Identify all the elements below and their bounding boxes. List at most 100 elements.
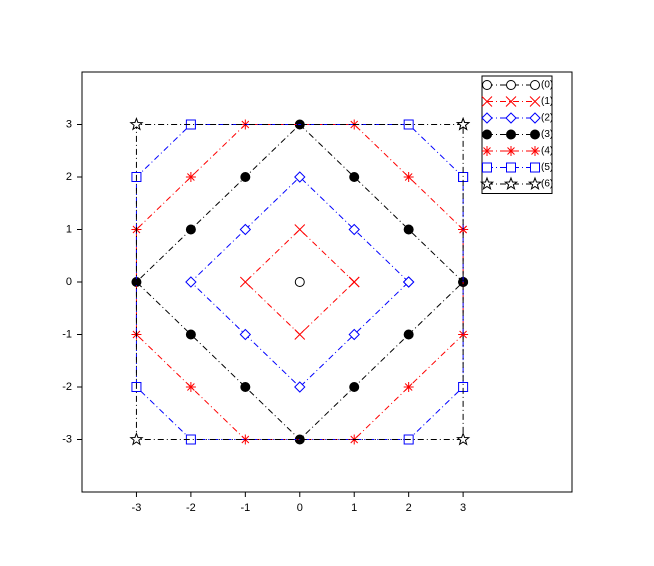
data-point-part xyxy=(240,172,251,182)
x-tick-label: 3 xyxy=(460,502,466,514)
x-tick-label: -2 xyxy=(186,502,196,514)
x-tick-label: -3 xyxy=(132,502,142,514)
legend-label: (6) xyxy=(541,179,553,190)
data-point-part xyxy=(456,432,471,446)
legend-marker xyxy=(530,80,540,90)
legend-marker xyxy=(503,176,519,191)
legend-marker xyxy=(482,146,492,156)
data-point xyxy=(185,224,196,235)
data-point xyxy=(185,382,196,392)
series-line xyxy=(135,124,464,440)
legend-marker-part xyxy=(529,112,541,124)
legend-marker-part xyxy=(530,80,540,90)
data-point-part xyxy=(294,224,306,235)
legend-marker-part xyxy=(506,129,516,140)
data-point xyxy=(403,382,414,392)
data-point xyxy=(294,381,306,393)
data-point xyxy=(348,223,360,236)
data-point-part xyxy=(348,223,360,236)
data-point xyxy=(458,329,469,340)
legend-marker-part xyxy=(527,176,543,191)
data-point xyxy=(349,172,360,182)
data-point xyxy=(403,329,414,340)
legend-marker xyxy=(530,129,540,140)
legend-marker-part xyxy=(482,162,492,173)
data-point-part xyxy=(239,223,252,236)
legend-label: (5) xyxy=(541,162,553,173)
data-point xyxy=(129,432,144,446)
legend-marker xyxy=(481,112,493,124)
legend-marker xyxy=(479,176,495,191)
data-point-part xyxy=(348,328,360,341)
legend-marker xyxy=(505,112,517,124)
legend-marker xyxy=(482,129,492,140)
data-point xyxy=(349,382,360,392)
legend-marker-part xyxy=(530,162,540,173)
legend-marker xyxy=(481,96,493,107)
y-tick-label: -3 xyxy=(62,433,72,445)
data-point-part xyxy=(403,382,414,392)
legend-marker xyxy=(506,162,516,173)
data-point xyxy=(348,328,360,341)
legend-marker-part xyxy=(506,80,516,90)
legend-marker-part xyxy=(481,96,493,107)
data-point xyxy=(456,432,471,446)
legend-marker xyxy=(505,96,517,107)
data-point-part xyxy=(403,224,414,235)
data-point-part xyxy=(240,382,251,392)
legend-marker-part xyxy=(482,129,492,140)
data-point xyxy=(348,276,360,288)
legend-marker xyxy=(529,112,541,124)
data-point xyxy=(294,277,305,287)
legend-marker xyxy=(482,80,492,90)
data-point-part xyxy=(402,276,415,288)
data-point xyxy=(239,223,252,236)
legend-label: (4) xyxy=(541,146,553,157)
data-point-part xyxy=(349,382,360,392)
data-point-part xyxy=(403,329,414,340)
data-point xyxy=(456,117,471,131)
legend-marker xyxy=(506,146,516,156)
legend-label: (3) xyxy=(541,129,553,140)
legend-label: (1) xyxy=(541,96,553,107)
legend-marker-part xyxy=(479,176,495,191)
x-tick-label: -1 xyxy=(240,502,250,514)
data-point-part xyxy=(349,172,360,182)
data-point xyxy=(403,224,414,235)
legend-marker xyxy=(529,96,541,107)
legend-label: (2) xyxy=(541,113,553,124)
data-point-part xyxy=(129,432,144,446)
y-tick-label: 0 xyxy=(66,276,72,288)
data-point xyxy=(239,328,252,341)
legend-marker-part xyxy=(482,80,492,90)
data-point-part xyxy=(239,328,252,341)
y-tick-label: -2 xyxy=(62,381,72,393)
legend-marker-part xyxy=(505,96,517,107)
legend-marker-part xyxy=(506,162,516,173)
data-point-part xyxy=(129,117,144,131)
data-point xyxy=(185,329,196,340)
data-point xyxy=(185,172,196,182)
x-tick-label: 0 xyxy=(297,502,303,514)
data-point-part xyxy=(185,329,196,340)
legend-marker xyxy=(506,129,516,140)
data-point xyxy=(185,276,197,288)
data-point xyxy=(294,171,306,183)
data-point-part xyxy=(294,329,306,340)
data-point-part xyxy=(403,172,414,182)
legend-marker-part xyxy=(503,176,519,191)
y-tick-label: 2 xyxy=(66,171,72,183)
x-tick-label: 2 xyxy=(406,502,412,514)
legend-marker-part xyxy=(530,129,540,140)
legend-marker-part xyxy=(506,146,516,156)
data-point-part xyxy=(456,117,471,131)
data-point xyxy=(294,224,306,235)
data-point xyxy=(402,276,415,288)
data-point-part xyxy=(294,277,305,287)
data-point xyxy=(129,117,144,131)
legend-marker-part xyxy=(505,112,517,124)
legend-marker xyxy=(530,146,540,156)
legend-marker xyxy=(527,176,543,191)
